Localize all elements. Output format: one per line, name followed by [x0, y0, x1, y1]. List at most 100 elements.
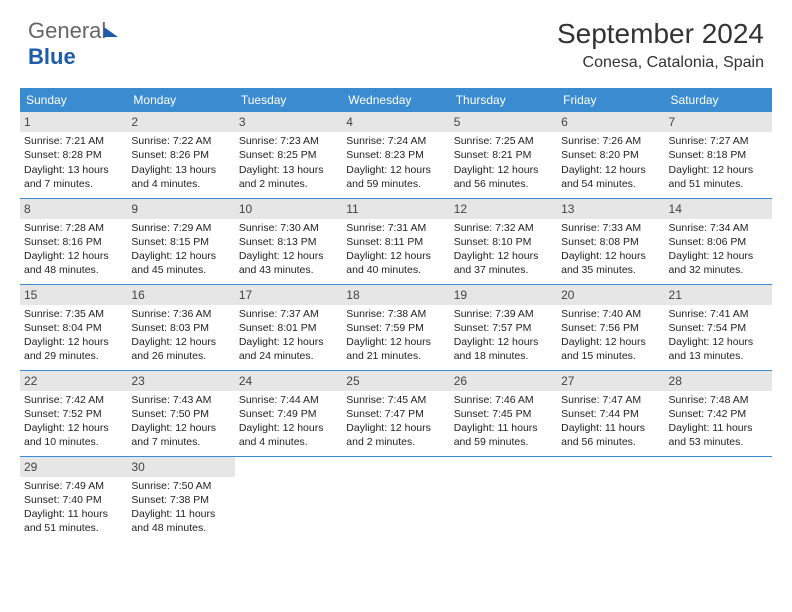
- calendar-cell: [665, 456, 772, 542]
- daylight-line: Daylight: 12 hours and 37 minutes.: [454, 249, 553, 277]
- day-number: 20: [557, 285, 664, 305]
- sunset-line: Sunset: 8:10 PM: [454, 235, 553, 249]
- day-number: 2: [127, 112, 234, 132]
- daylight-line: Daylight: 13 hours and 2 minutes.: [239, 163, 338, 191]
- day-number: 6: [557, 112, 664, 132]
- daylight-line: Daylight: 11 hours and 59 minutes.: [454, 421, 553, 449]
- day-number: 17: [235, 285, 342, 305]
- calendar-cell: [450, 456, 557, 542]
- calendar-header-cell: Wednesday: [342, 88, 449, 112]
- calendar-header: SundayMondayTuesdayWednesdayThursdayFrid…: [20, 88, 772, 112]
- day-number: 15: [20, 285, 127, 305]
- calendar-cell: 24Sunrise: 7:44 AMSunset: 7:49 PMDayligh…: [235, 370, 342, 456]
- sunrise-line: Sunrise: 7:40 AM: [561, 307, 660, 321]
- calendar-cell: 11Sunrise: 7:31 AMSunset: 8:11 PMDayligh…: [342, 198, 449, 284]
- sunset-line: Sunset: 8:15 PM: [131, 235, 230, 249]
- daylight-line: Daylight: 12 hours and 59 minutes.: [346, 163, 445, 191]
- sunrise-line: Sunrise: 7:29 AM: [131, 221, 230, 235]
- sunrise-line: Sunrise: 7:41 AM: [669, 307, 768, 321]
- sunset-line: Sunset: 8:18 PM: [669, 148, 768, 162]
- daylight-line: Daylight: 13 hours and 7 minutes.: [24, 163, 123, 191]
- sunset-line: Sunset: 7:50 PM: [131, 407, 230, 421]
- daylight-line: Daylight: 12 hours and 29 minutes.: [24, 335, 123, 363]
- calendar-cell: 21Sunrise: 7:41 AMSunset: 7:54 PMDayligh…: [665, 284, 772, 370]
- sunrise-line: Sunrise: 7:26 AM: [561, 134, 660, 148]
- sunrise-line: Sunrise: 7:37 AM: [239, 307, 338, 321]
- daylight-line: Daylight: 12 hours and 51 minutes.: [669, 163, 768, 191]
- calendar-cell: 18Sunrise: 7:38 AMSunset: 7:59 PMDayligh…: [342, 284, 449, 370]
- calendar-cell: 10Sunrise: 7:30 AMSunset: 8:13 PMDayligh…: [235, 198, 342, 284]
- sunset-line: Sunset: 8:20 PM: [561, 148, 660, 162]
- sunset-line: Sunset: 7:59 PM: [346, 321, 445, 335]
- calendar-header-cell: Friday: [557, 88, 664, 112]
- calendar-cell: 16Sunrise: 7:36 AMSunset: 8:03 PMDayligh…: [127, 284, 234, 370]
- sunset-line: Sunset: 8:26 PM: [131, 148, 230, 162]
- calendar-cell: 29Sunrise: 7:49 AMSunset: 7:40 PMDayligh…: [20, 456, 127, 542]
- day-number: 12: [450, 199, 557, 219]
- daylight-line: Daylight: 12 hours and 43 minutes.: [239, 249, 338, 277]
- day-number: 22: [20, 371, 127, 391]
- sunset-line: Sunset: 8:23 PM: [346, 148, 445, 162]
- logo-triangle-icon: [104, 27, 118, 37]
- sunrise-line: Sunrise: 7:49 AM: [24, 479, 123, 493]
- calendar-body: 1Sunrise: 7:21 AMSunset: 8:28 PMDaylight…: [20, 112, 772, 542]
- sunset-line: Sunset: 8:13 PM: [239, 235, 338, 249]
- day-number: 16: [127, 285, 234, 305]
- sunrise-line: Sunrise: 7:33 AM: [561, 221, 660, 235]
- calendar-cell: 13Sunrise: 7:33 AMSunset: 8:08 PMDayligh…: [557, 198, 664, 284]
- calendar-cell: 23Sunrise: 7:43 AMSunset: 7:50 PMDayligh…: [127, 370, 234, 456]
- calendar-cell: 5Sunrise: 7:25 AMSunset: 8:21 PMDaylight…: [450, 112, 557, 198]
- calendar-table: SundayMondayTuesdayWednesdayThursdayFrid…: [20, 88, 772, 542]
- daylight-line: Daylight: 12 hours and 54 minutes.: [561, 163, 660, 191]
- calendar-cell: 7Sunrise: 7:27 AMSunset: 8:18 PMDaylight…: [665, 112, 772, 198]
- sunset-line: Sunset: 7:49 PM: [239, 407, 338, 421]
- calendar-header-cell: Sunday: [20, 88, 127, 112]
- sunrise-line: Sunrise: 7:21 AM: [24, 134, 123, 148]
- daylight-line: Daylight: 11 hours and 53 minutes.: [669, 421, 768, 449]
- calendar-header-cell: Monday: [127, 88, 234, 112]
- calendar-cell: 3Sunrise: 7:23 AMSunset: 8:25 PMDaylight…: [235, 112, 342, 198]
- day-number: 1: [20, 112, 127, 132]
- calendar-cell: 17Sunrise: 7:37 AMSunset: 8:01 PMDayligh…: [235, 284, 342, 370]
- sunrise-line: Sunrise: 7:42 AM: [24, 393, 123, 407]
- daylight-line: Daylight: 12 hours and 7 minutes.: [131, 421, 230, 449]
- day-number: 5: [450, 112, 557, 132]
- day-number: 9: [127, 199, 234, 219]
- sunrise-line: Sunrise: 7:27 AM: [669, 134, 768, 148]
- sunset-line: Sunset: 8:06 PM: [669, 235, 768, 249]
- daylight-line: Daylight: 12 hours and 13 minutes.: [669, 335, 768, 363]
- day-number: 4: [342, 112, 449, 132]
- calendar-cell: 15Sunrise: 7:35 AMSunset: 8:04 PMDayligh…: [20, 284, 127, 370]
- sunset-line: Sunset: 7:56 PM: [561, 321, 660, 335]
- day-number: 28: [665, 371, 772, 391]
- sunset-line: Sunset: 8:03 PM: [131, 321, 230, 335]
- day-number: 19: [450, 285, 557, 305]
- calendar-cell: 2Sunrise: 7:22 AMSunset: 8:26 PMDaylight…: [127, 112, 234, 198]
- sunset-line: Sunset: 8:04 PM: [24, 321, 123, 335]
- calendar-cell: 25Sunrise: 7:45 AMSunset: 7:47 PMDayligh…: [342, 370, 449, 456]
- day-number: 24: [235, 371, 342, 391]
- sunrise-line: Sunrise: 7:28 AM: [24, 221, 123, 235]
- sunrise-line: Sunrise: 7:46 AM: [454, 393, 553, 407]
- day-number: 29: [20, 457, 127, 477]
- daylight-line: Daylight: 12 hours and 10 minutes.: [24, 421, 123, 449]
- calendar-cell: [557, 456, 664, 542]
- title-location: Conesa, Catalonia, Spain: [557, 54, 764, 72]
- day-number: 25: [342, 371, 449, 391]
- sunrise-line: Sunrise: 7:50 AM: [131, 479, 230, 493]
- daylight-line: Daylight: 12 hours and 26 minutes.: [131, 335, 230, 363]
- sunset-line: Sunset: 8:08 PM: [561, 235, 660, 249]
- sunrise-line: Sunrise: 7:30 AM: [239, 221, 338, 235]
- sunset-line: Sunset: 8:01 PM: [239, 321, 338, 335]
- page-title: September 2024 Conesa, Catalonia, Spain: [557, 18, 764, 72]
- calendar-cell: 19Sunrise: 7:39 AMSunset: 7:57 PMDayligh…: [450, 284, 557, 370]
- daylight-line: Daylight: 12 hours and 35 minutes.: [561, 249, 660, 277]
- sunrise-line: Sunrise: 7:25 AM: [454, 134, 553, 148]
- daylight-line: Daylight: 12 hours and 48 minutes.: [24, 249, 123, 277]
- sunset-line: Sunset: 7:44 PM: [561, 407, 660, 421]
- sunset-line: Sunset: 7:45 PM: [454, 407, 553, 421]
- daylight-line: Daylight: 11 hours and 56 minutes.: [561, 421, 660, 449]
- daylight-line: Daylight: 12 hours and 18 minutes.: [454, 335, 553, 363]
- sunset-line: Sunset: 7:38 PM: [131, 493, 230, 507]
- day-number: 3: [235, 112, 342, 132]
